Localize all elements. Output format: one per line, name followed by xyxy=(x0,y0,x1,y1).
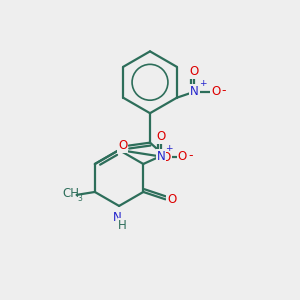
Text: O: O xyxy=(162,151,171,164)
Text: N: N xyxy=(157,150,165,163)
Text: H: H xyxy=(118,219,127,232)
Text: +: + xyxy=(199,79,206,88)
Text: N: N xyxy=(113,211,122,224)
Text: -: - xyxy=(222,84,226,97)
Text: +: + xyxy=(166,144,173,153)
Text: N: N xyxy=(190,85,199,98)
Text: 3: 3 xyxy=(78,194,82,203)
Text: O: O xyxy=(118,139,128,152)
Text: O: O xyxy=(211,85,220,98)
Text: -: - xyxy=(188,149,193,162)
Text: O: O xyxy=(178,150,187,163)
Text: CH: CH xyxy=(62,187,79,200)
Text: O: O xyxy=(190,65,199,78)
Text: O: O xyxy=(156,130,166,143)
Text: O: O xyxy=(167,193,176,206)
